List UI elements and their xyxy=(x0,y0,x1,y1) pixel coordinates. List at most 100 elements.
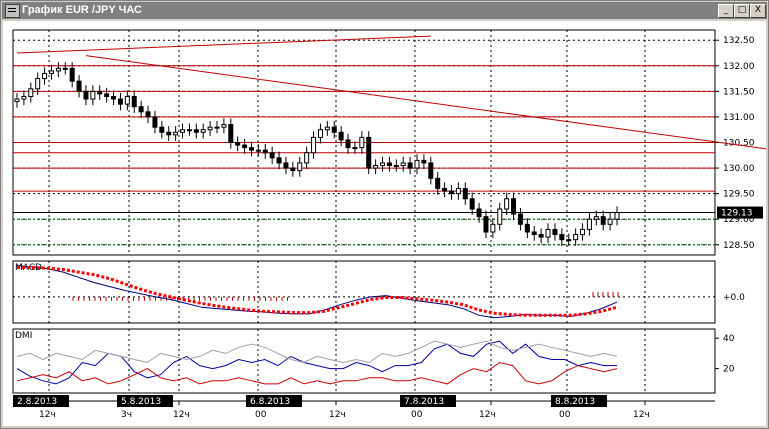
candle-body xyxy=(435,177,441,190)
price-tick-label: 130.50 xyxy=(723,139,755,149)
price-tick-label: 131.50 xyxy=(723,87,755,97)
chart-area[interactable]: 132.50 132.00 131.50 131.00 130.50 130.00 129.… xyxy=(3,21,766,426)
candle-body xyxy=(14,98,20,103)
macd-panel-frame xyxy=(12,260,716,324)
candle-body xyxy=(338,131,344,141)
candle-body xyxy=(524,223,530,233)
candle-body xyxy=(138,106,144,113)
candle-body xyxy=(290,167,296,172)
date-label-box xyxy=(13,395,69,407)
candle-body xyxy=(76,80,82,92)
maximize-button[interactable]: □ xyxy=(734,4,750,18)
candle-body xyxy=(531,231,537,236)
candle-body xyxy=(21,95,27,100)
candle-body xyxy=(490,223,496,233)
candle-body xyxy=(283,162,289,169)
time-label: 12ч xyxy=(479,410,496,420)
candle-body xyxy=(586,218,592,230)
dmi-minus-line xyxy=(16,361,618,385)
candle-body xyxy=(497,208,503,225)
candle-body xyxy=(614,212,620,220)
candle-body xyxy=(607,218,613,225)
candle-body xyxy=(62,67,68,70)
candle-body xyxy=(483,216,489,233)
candle-body xyxy=(235,142,241,146)
candle-body xyxy=(111,95,117,100)
candle-body xyxy=(152,116,158,128)
dmi-panel-frame xyxy=(12,328,716,394)
dmi-tick-label: 20 xyxy=(723,365,735,375)
macd-tick-label: +0.0 xyxy=(723,293,745,303)
date-label: 5.8.2013 xyxy=(121,397,161,407)
candle-body xyxy=(214,126,220,129)
window-title: График EUR /JPY ЧАС xyxy=(22,4,142,16)
candle-body xyxy=(462,188,468,200)
candle-body xyxy=(593,216,599,220)
dmi-title: DMI xyxy=(15,331,32,341)
candle-body xyxy=(545,228,551,238)
candle-body xyxy=(573,234,579,241)
price-tick-label: 129.00 xyxy=(723,215,755,225)
time-label: 12ч xyxy=(329,410,346,420)
date-label: 7.8.2013 xyxy=(404,397,444,407)
time-label: 00 xyxy=(559,410,571,420)
candle-body xyxy=(414,159,420,169)
date-label: 2.8.2013 xyxy=(17,397,57,407)
candle-body xyxy=(600,216,606,225)
candle-body xyxy=(311,136,317,154)
date-label-box xyxy=(551,395,607,407)
candle-body xyxy=(393,165,399,168)
candle-body xyxy=(90,90,96,100)
candle-body xyxy=(517,213,523,225)
candle-body xyxy=(69,67,75,82)
close-button[interactable]: X xyxy=(750,4,766,18)
current-price-box xyxy=(717,206,763,219)
candle-body xyxy=(476,208,482,218)
candle-body xyxy=(242,144,248,149)
candle-body xyxy=(207,126,213,131)
price-tick-label: 132.00 xyxy=(723,62,755,72)
macd-signal-line xyxy=(17,266,618,317)
price-tick-label: 130.00 xyxy=(723,164,755,174)
candle-body xyxy=(117,98,123,105)
candle-body xyxy=(55,67,61,72)
date-label-box xyxy=(117,395,173,407)
candle-body xyxy=(407,162,413,169)
candle-body xyxy=(193,129,199,133)
candle-body xyxy=(373,165,379,169)
minimize-button[interactable]: _ xyxy=(718,4,734,18)
dmi-tick-label: 40 xyxy=(723,334,735,344)
candle-body xyxy=(97,90,103,95)
candle-body xyxy=(48,70,54,74)
date-label: 8.8.2013 xyxy=(555,397,595,407)
trendline xyxy=(16,35,431,54)
candle-body xyxy=(269,152,275,159)
date-label-box xyxy=(246,395,302,407)
candle-body xyxy=(442,188,448,192)
candle-body xyxy=(386,162,392,167)
candle-body xyxy=(428,162,434,179)
price-tick-label: 128.50 xyxy=(723,241,755,251)
candle-body xyxy=(538,234,544,238)
candle-body xyxy=(255,149,261,152)
price-tick-label: 129.50 xyxy=(723,190,755,200)
candle-body xyxy=(228,124,234,143)
chart-svg[interactable]: 132.50 132.00 131.50 131.00 130.50 130.00 129.… xyxy=(3,21,766,426)
candle-body xyxy=(304,152,310,164)
trendline xyxy=(85,55,766,150)
candle-body xyxy=(200,129,206,133)
candle-body xyxy=(173,131,179,136)
candle-body xyxy=(42,72,48,80)
candle-body xyxy=(262,149,268,154)
candle-body xyxy=(552,228,558,236)
candle-body xyxy=(104,93,110,97)
candle-body xyxy=(186,129,192,132)
candle-body xyxy=(180,129,186,133)
candle-body xyxy=(124,95,130,105)
candle-body xyxy=(317,129,323,138)
candle-body xyxy=(400,162,406,167)
candle-body xyxy=(28,88,34,97)
candle-body xyxy=(566,239,572,242)
chart-window-icon xyxy=(5,4,20,18)
